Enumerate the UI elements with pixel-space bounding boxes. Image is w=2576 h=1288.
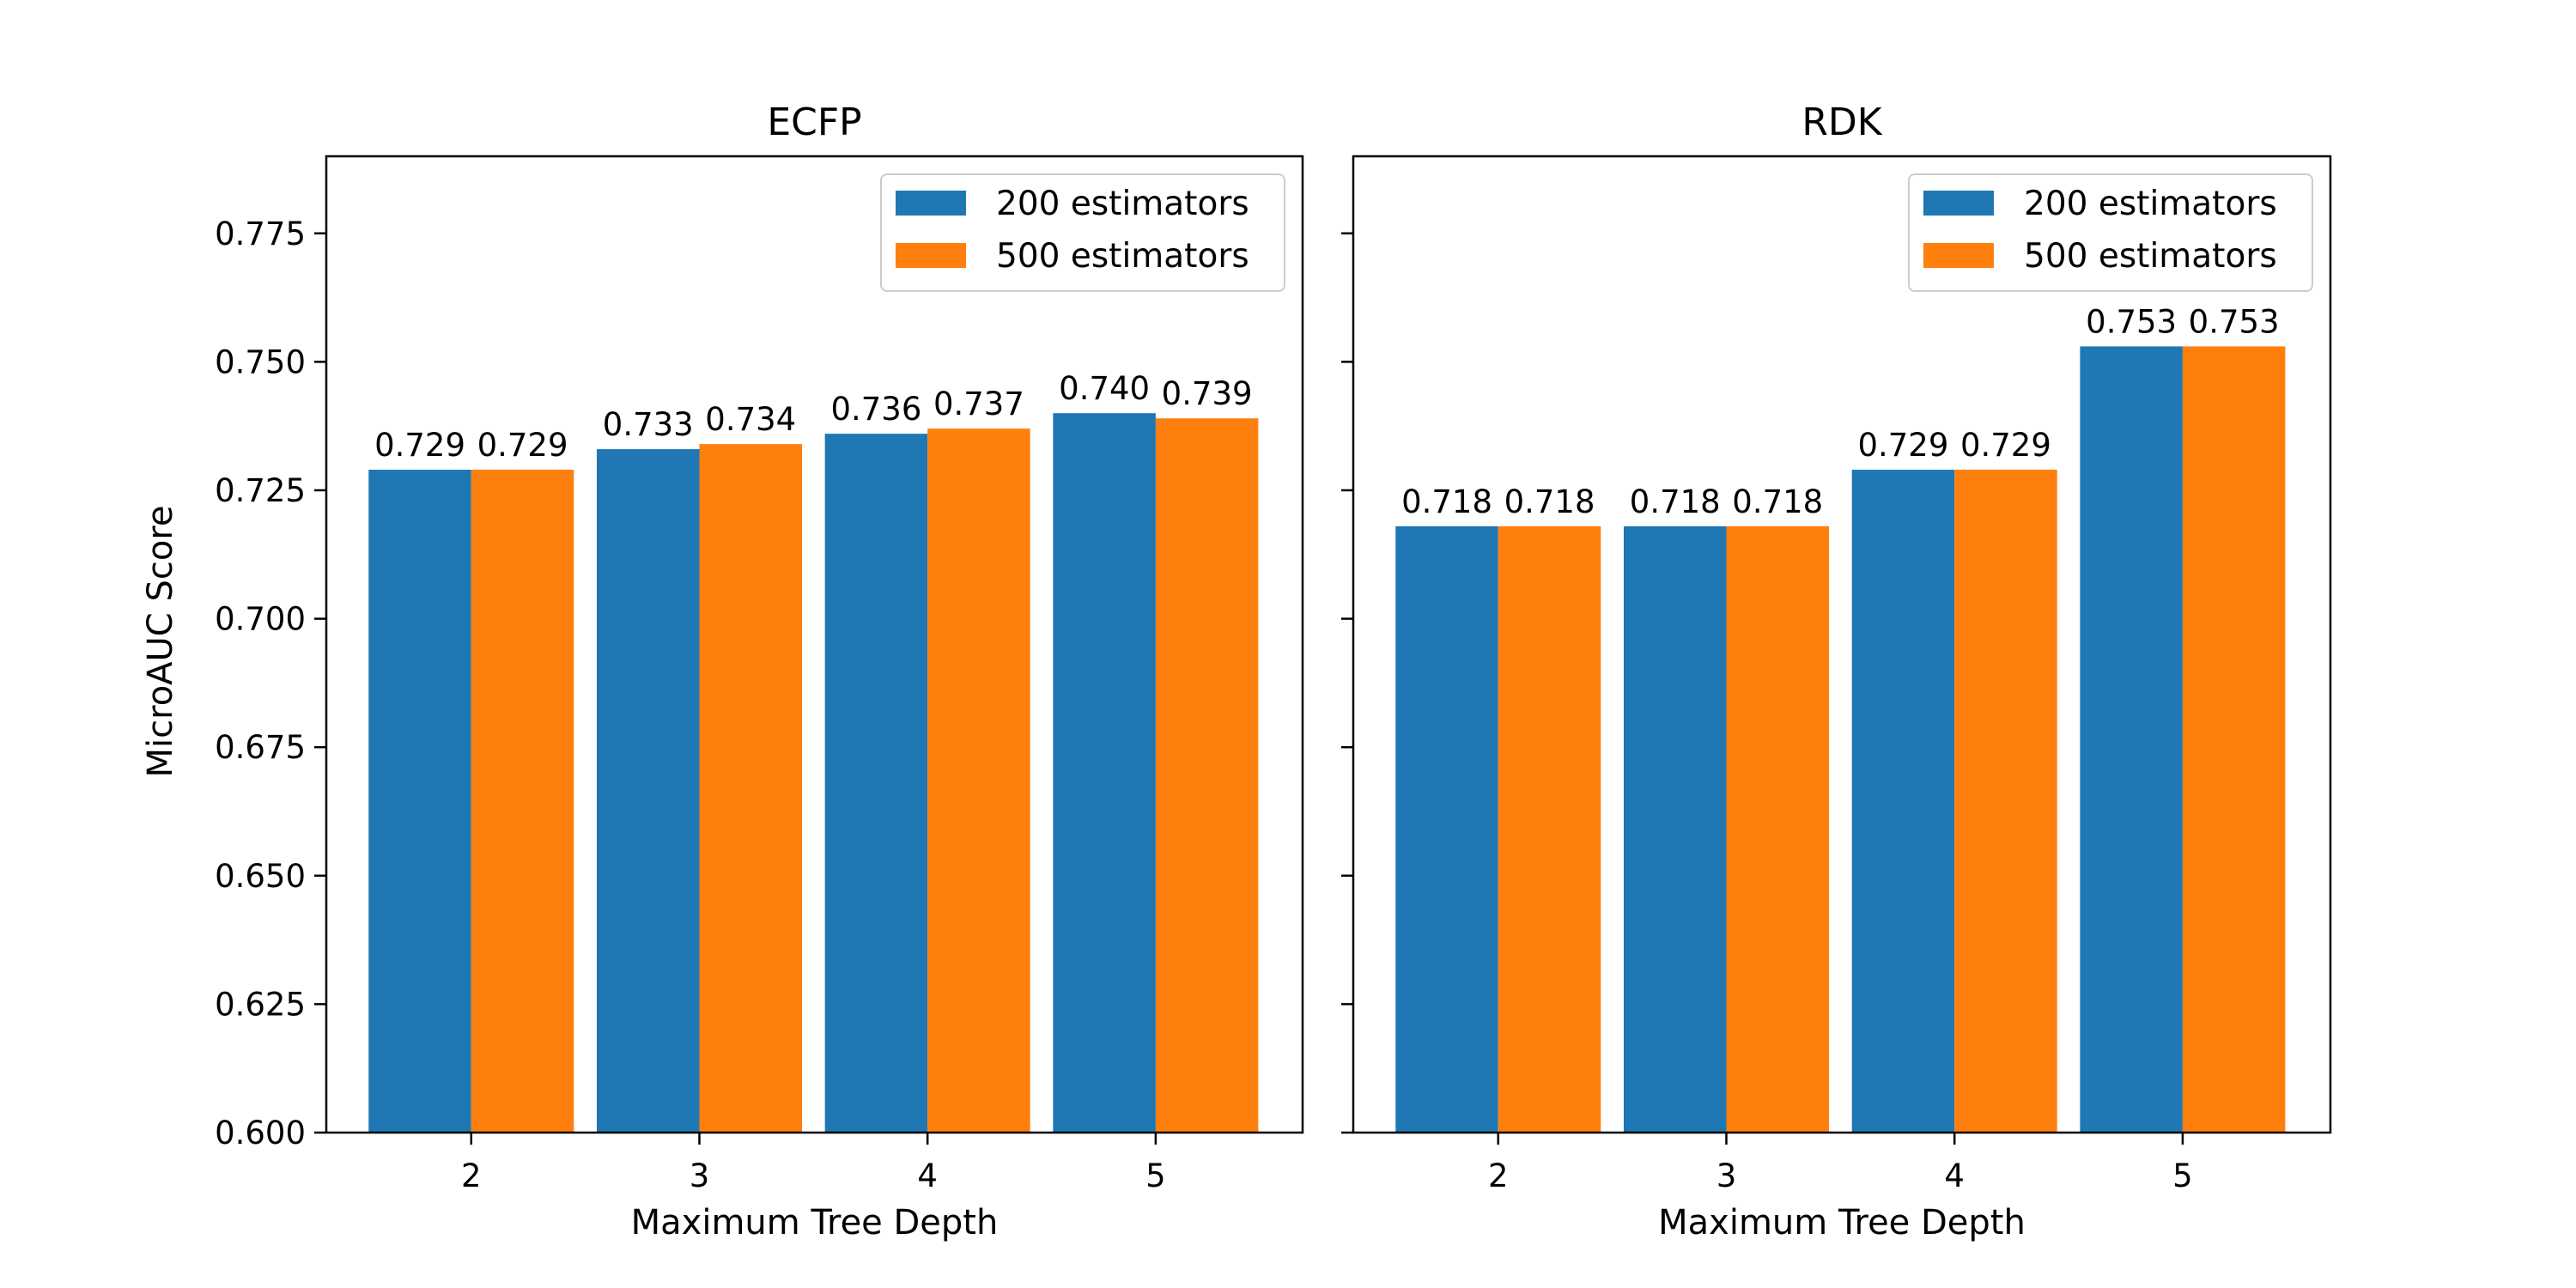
data-label: 0.734 (705, 401, 796, 438)
plot-frame (325, 155, 1304, 1134)
x-tick-label: 2 (461, 1157, 482, 1194)
bar-500-estimators-4 (927, 428, 1030, 1133)
legend-label: 500 estimators (996, 237, 1249, 276)
legend-swatch (1923, 243, 1994, 268)
legend-box (1908, 173, 2313, 292)
y-tick-label: 0.700 (215, 601, 306, 638)
x-tick-label: 2 (1488, 1157, 1509, 1194)
bar-200-estimators-3 (597, 449, 700, 1133)
legend: 200 estimators 500 estimators (1908, 173, 2313, 292)
y-tick-label: 0.775 (215, 216, 306, 252)
y-tick-label: 0.600 (215, 1115, 306, 1151)
bar-500-estimators-2 (471, 470, 574, 1133)
x-tick-label: 4 (1944, 1157, 1965, 1194)
data-label: 0.736 (830, 391, 921, 428)
data-label: 0.729 (1960, 427, 2051, 464)
y-tick-label: 0.725 (215, 472, 306, 509)
data-label: 0.740 (1059, 370, 1150, 407)
x-tick-label: 5 (1145, 1157, 1166, 1194)
x-axis-label: Maximum Tree Depth (1658, 1203, 2026, 1242)
data-label: 0.718 (1732, 483, 1823, 520)
chart-title: RDK (1801, 100, 1882, 144)
bar-200-estimators-5 (1053, 413, 1156, 1133)
legend: 200 estimators 500 estimators (880, 173, 1285, 292)
legend-box (880, 173, 1285, 292)
data-label: 0.729 (477, 427, 568, 464)
bar-200-estimators-3 (1624, 526, 1727, 1133)
data-label: 0.739 (1162, 375, 1253, 412)
x-tick-label: 4 (917, 1157, 938, 1194)
x-axis-label: Maximum Tree Depth (631, 1203, 999, 1242)
chart-panels: ECFP 0.729 0.733 0.736 0.740 0.729 0.734 0.737 0… (215, 100, 2332, 1242)
bar-500-estimators-4 (1954, 470, 2057, 1133)
data-label: 0.733 (603, 406, 694, 443)
data-label: 0.718 (1504, 483, 1595, 520)
y-tick-label: 0.675 (215, 729, 306, 766)
data-label: 0.718 (1630, 483, 1721, 520)
data-label: 0.753 (2086, 303, 2177, 340)
bar-500-estimators-5 (1155, 418, 1259, 1133)
bar-200-estimators-2 (368, 470, 471, 1133)
bar-500-estimators-3 (699, 444, 802, 1133)
y-tick-label: 0.750 (215, 343, 306, 380)
legend-swatch (896, 243, 966, 268)
y-axis-label: MicroAUC Score (141, 506, 180, 778)
legend-label: 200 estimators (996, 185, 1249, 223)
bar-500-estimators-5 (2182, 346, 2286, 1133)
data-label: 0.753 (2189, 303, 2280, 340)
y-tick-label: 0.625 (215, 986, 306, 1023)
bar-500-estimators-3 (1726, 526, 1829, 1133)
data-label: 0.718 (1401, 483, 1492, 520)
chart-panel-ecfp: ECFP 0.729 0.733 0.736 0.740 0.729 0.734 0.737 0… (215, 100, 1304, 1242)
x-tick-label: 3 (1716, 1157, 1737, 1194)
legend-label: 200 estimators (2024, 185, 2277, 223)
data-label: 0.729 (374, 427, 465, 464)
x-tick-label: 5 (2172, 1157, 2193, 1194)
y-tick-label: 0.650 (215, 858, 306, 895)
bar-500-estimators-2 (1498, 526, 1601, 1133)
legend-label: 500 estimators (2024, 237, 2277, 276)
data-label: 0.729 (1857, 427, 1948, 464)
bar-200-estimators-4 (824, 434, 928, 1133)
x-tick-label: 3 (690, 1157, 710, 1194)
data-label: 0.737 (933, 386, 1024, 422)
plot-frame (1352, 155, 2332, 1134)
bar-200-estimators-2 (1395, 526, 1498, 1133)
legend-swatch (896, 191, 966, 216)
chart-title: ECFP (767, 100, 861, 144)
bar-200-estimators-4 (1851, 470, 1955, 1133)
chart-panel-rdk: RDK 0.718 0.718 0.729 0.753 0.718 0.718 0.729 0.… (1341, 100, 2332, 1242)
legend-swatch (1923, 191, 1994, 216)
bar-200-estimators-5 (2080, 346, 2183, 1133)
